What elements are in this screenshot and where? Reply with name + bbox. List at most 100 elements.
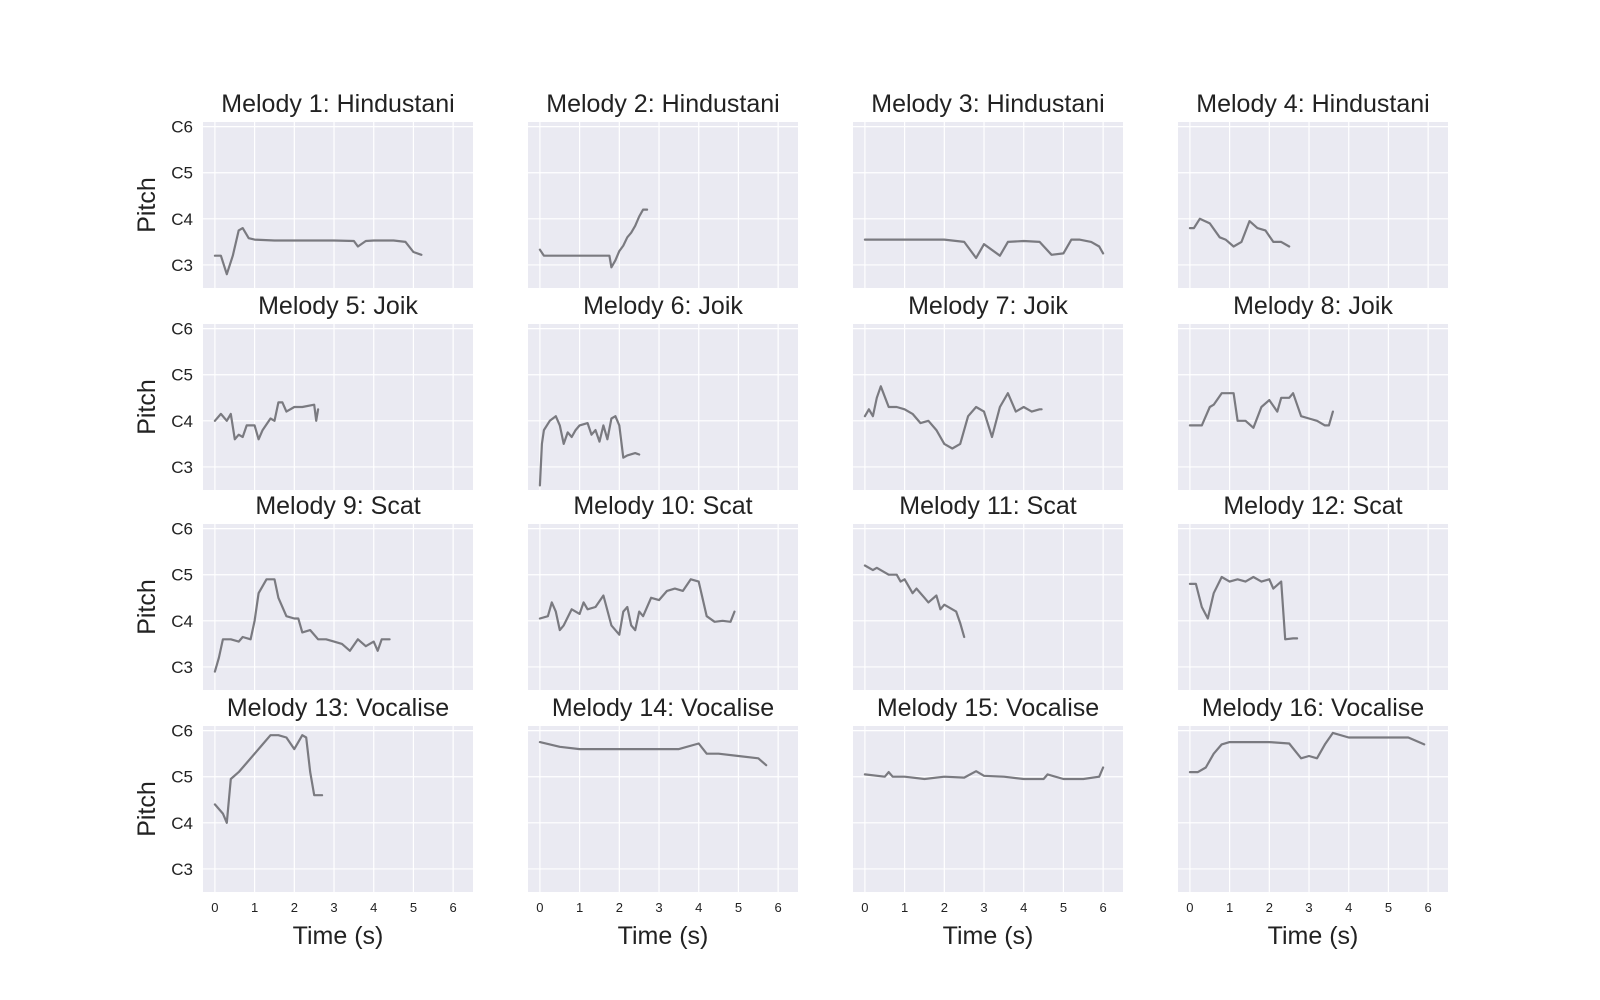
pitch-contour-line: [538, 208, 649, 269]
y-tick-label: C3: [171, 860, 193, 879]
y-tick-label: C4: [171, 412, 193, 431]
y-tick-label: C4: [171, 612, 193, 631]
panel-background: [1178, 324, 1448, 490]
subplot-melody-4: Melody 4: Hindustani: [1178, 90, 1448, 288]
x-axis-label: Time (s): [1268, 922, 1359, 950]
x-tick-label: 1: [901, 900, 908, 915]
x-tick-label: 1: [576, 900, 583, 915]
subplot-melody-5: Melody 5: Joik C3 C4 C5 C6 Pitch: [133, 292, 473, 490]
subplot-melody-13: Melody 13: Vocalise C3 C4 C5 C6 Pitch 0 1 2 3 4 5 6 T…: [133, 694, 473, 950]
panel-title: Melody 2: Hindustani: [546, 90, 779, 118]
y-tick-label: C5: [171, 768, 193, 787]
x-tick-label: 6: [1100, 900, 1107, 915]
subplot-melody-16: Melody 16: Vocalise 0 1 2 3 4 5 6 Time (s): [1178, 694, 1448, 950]
pitch-contour-line: [1188, 731, 1426, 774]
x-tick-label: 2: [941, 900, 948, 915]
x-tick-label: 2: [291, 900, 298, 915]
panel-title: Melody 4: Hindustani: [1196, 90, 1429, 118]
x-tick-label: 4: [370, 900, 377, 915]
panel-background: [528, 726, 798, 892]
panel-background: [203, 726, 473, 892]
pitch-contour-line: [538, 415, 641, 487]
y-tick-label: C4: [171, 210, 193, 229]
panel-background: [1178, 726, 1448, 892]
panel-title: Melody 6: Joik: [583, 292, 743, 320]
x-tick-label: 5: [735, 900, 742, 915]
pitch-contour-line: [863, 385, 1043, 450]
panel-title: Melody 7: Joik: [908, 292, 1068, 320]
pitch-contour-line: [213, 734, 324, 824]
panel-title: Melody 5: Joik: [258, 292, 418, 320]
x-tick-label: 1: [1226, 900, 1233, 915]
subplot-melody-12: Melody 12: Scat: [1178, 492, 1448, 690]
y-axis-label: Pitch: [133, 781, 161, 837]
x-tick-label: 4: [1020, 900, 1027, 915]
panel-background: [1178, 524, 1448, 690]
y-tick-label: C5: [171, 566, 193, 585]
x-axis-label: Time (s): [943, 922, 1034, 950]
pitch-contour-line: [863, 766, 1105, 781]
pitch-contour-line: [538, 740, 768, 767]
subplot-melody-1: Melody 1: Hindustani C3 C4 C5 C6 Pitch: [133, 90, 473, 288]
panel-background: [528, 324, 798, 490]
panel-title: Melody 13: Vocalise: [227, 694, 449, 722]
x-tick-label: 0: [1186, 900, 1193, 915]
x-tick-label: 3: [1305, 900, 1312, 915]
panel-title: Melody 8: Joik: [1233, 292, 1393, 320]
panel-title: Melody 16: Vocalise: [1202, 694, 1424, 722]
x-tick-label: 4: [695, 900, 702, 915]
x-tick-label: 3: [655, 900, 662, 915]
panel-title: Melody 12: Scat: [1223, 492, 1402, 520]
subplot-melody-10: Melody 10: Scat: [528, 492, 798, 690]
y-tick-label: C4: [171, 814, 193, 833]
y-axis-label: Pitch: [133, 379, 161, 435]
panel-background: [528, 524, 798, 690]
subplot-melody-6: Melody 6: Joik: [528, 292, 798, 490]
pitch-contour-line: [213, 578, 391, 673]
panel-title: Melody 1: Hindustani: [221, 90, 454, 118]
subplot-melody-11: Melody 11: Scat: [853, 492, 1123, 690]
x-tick-label: 6: [775, 900, 782, 915]
x-tick-label: 5: [1060, 900, 1067, 915]
x-tick-label: 2: [616, 900, 623, 915]
x-axis-label: Time (s): [618, 922, 709, 950]
pitch-contour-line: [863, 564, 966, 639]
x-tick-label: 0: [536, 900, 543, 915]
panel-background: [203, 122, 473, 288]
x-tick-label: 0: [211, 900, 218, 915]
subplot-melody-15: Melody 15: Vocalise 0 1 2 3 4 5 6 Time (s): [853, 694, 1123, 950]
pitch-contour-line: [863, 238, 1105, 260]
y-tick-label: C3: [171, 256, 193, 275]
panel-title: Melody 3: Hindustani: [871, 90, 1104, 118]
x-tick-label: 6: [1425, 900, 1432, 915]
subplot-melody-14: Melody 14: Vocalise 0 1 2 3 4 5 6 Time (s): [528, 694, 798, 950]
pitch-contour-line: [213, 227, 423, 276]
subplot-melody-7: Melody 7: Joik: [853, 292, 1123, 490]
x-tick-label: 3: [980, 900, 987, 915]
y-tick-label: C5: [171, 164, 193, 183]
y-axis-label: Pitch: [133, 579, 161, 635]
y-tick-label: C6: [171, 722, 193, 741]
x-tick-label: 3: [330, 900, 337, 915]
pitch-contour-line: [1188, 392, 1335, 429]
pitch-contour-line: [213, 401, 320, 441]
y-tick-label: C3: [171, 458, 193, 477]
subplot-melody-3: Melody 3: Hindustani: [853, 90, 1123, 288]
panel-background: [1178, 122, 1448, 288]
panel-background: [853, 122, 1123, 288]
pitch-contour-line: [1188, 575, 1299, 641]
panel-background: [203, 524, 473, 690]
panel-background: [203, 324, 473, 490]
y-tick-label: C6: [171, 320, 193, 339]
x-tick-label: 5: [410, 900, 417, 915]
panel-background: [528, 122, 798, 288]
x-tick-label: 1: [251, 900, 258, 915]
subplot-melody-8: Melody 8: Joik: [1178, 292, 1448, 490]
panel-title: Melody 14: Vocalise: [552, 694, 774, 722]
panel-title: Melody 9: Scat: [255, 492, 420, 520]
x-axis-label: Time (s): [293, 922, 384, 950]
y-tick-label: C5: [171, 366, 193, 385]
y-tick-label: C3: [171, 658, 193, 677]
x-tick-label: 4: [1345, 900, 1352, 915]
